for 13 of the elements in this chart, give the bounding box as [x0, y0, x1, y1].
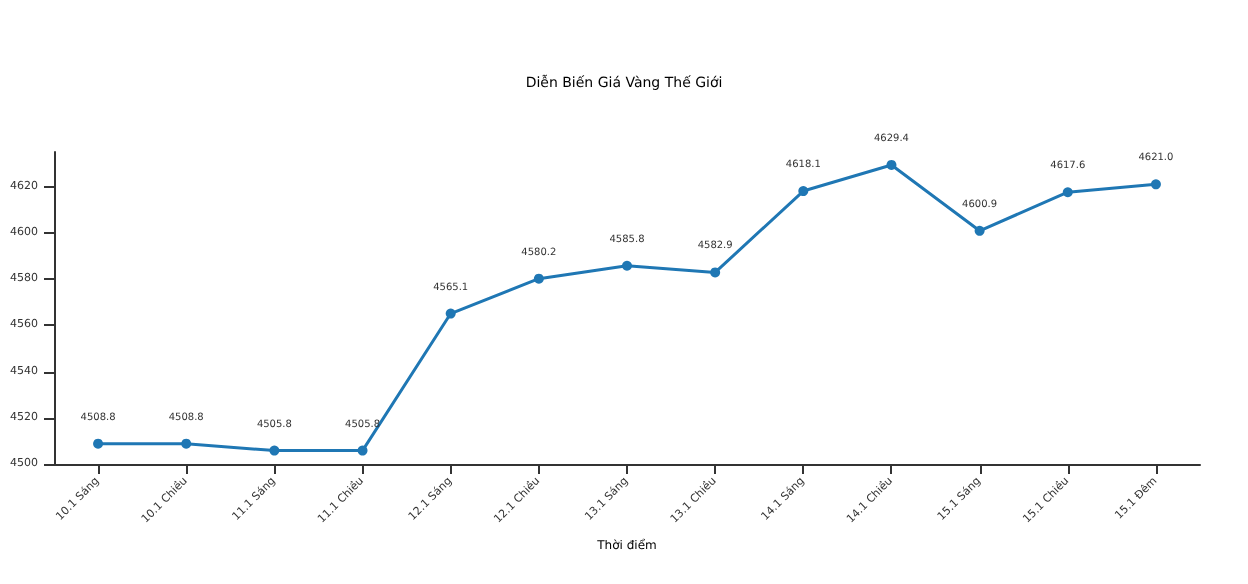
point [357, 445, 368, 456]
point [1062, 187, 1073, 198]
point [886, 159, 897, 170]
point [798, 186, 809, 197]
point [974, 225, 985, 236]
point [622, 260, 632, 271]
point [1150, 179, 1161, 190]
point [269, 445, 280, 456]
point [533, 273, 544, 284]
point [445, 308, 456, 319]
point [181, 438, 192, 449]
point [710, 267, 721, 278]
point [93, 438, 104, 449]
